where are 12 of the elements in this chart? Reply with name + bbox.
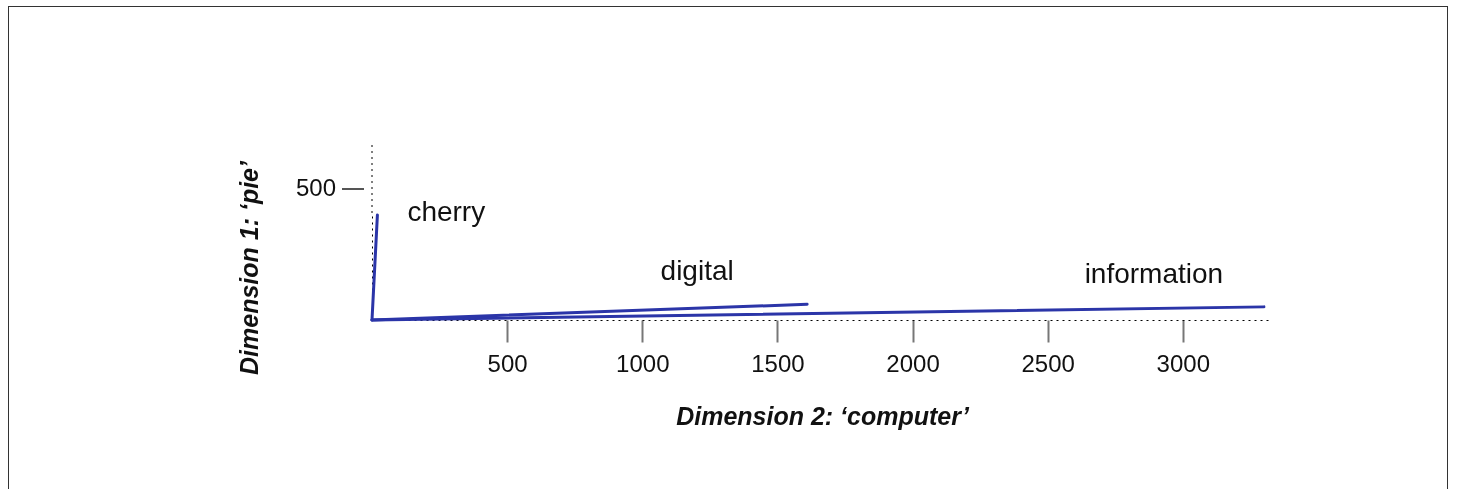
- series-label: cherry: [407, 196, 486, 227]
- x-tick-label: 1000: [616, 349, 670, 377]
- x-tick-label: 1500: [751, 349, 805, 377]
- x-tick-label: 3000: [1156, 349, 1211, 377]
- x-axis-title: Dimension 2: ‘computer’: [676, 401, 970, 430]
- x-tick-label: 2500: [1021, 349, 1075, 377]
- y-axis-title: Dimension 1: ‘pie’: [234, 159, 263, 375]
- series-label: information: [1084, 257, 1224, 289]
- x-tick-label: 2000: [886, 349, 940, 377]
- text: 500: [295, 174, 336, 201]
- series-label: digital: [660, 255, 734, 287]
- x-tick-label: 500: [487, 349, 528, 377]
